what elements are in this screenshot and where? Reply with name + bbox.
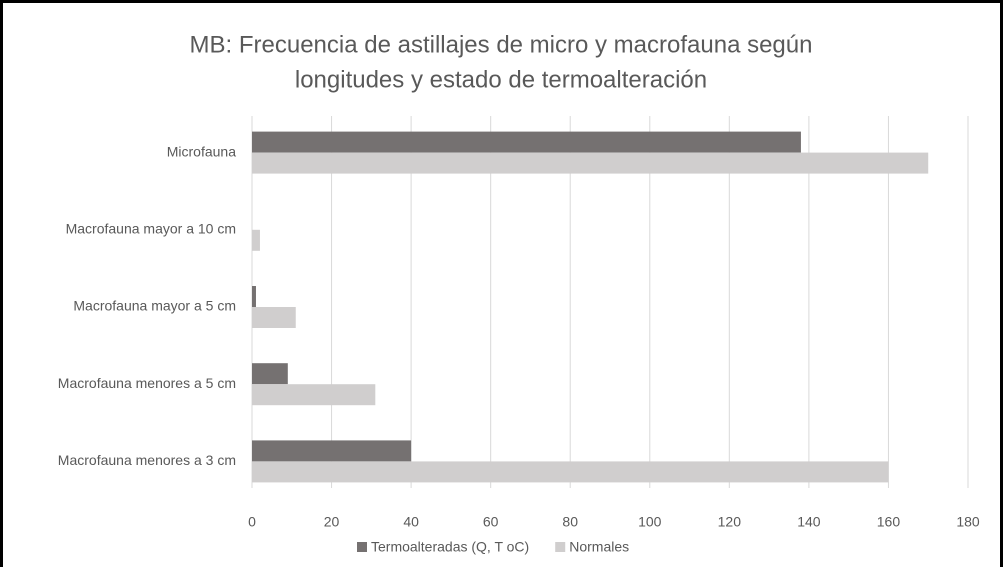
chart-title: MB: Frecuencia de astillajes de micro y …: [190, 31, 813, 58]
x-tick-label: 180: [956, 514, 980, 530]
bar: [252, 229, 260, 251]
y-tick-label: Macrofauna menores a 3 cm: [58, 452, 236, 468]
legend-label: Normales: [569, 539, 629, 555]
bar: [252, 363, 288, 385]
bar: [252, 440, 412, 462]
bar: [252, 131, 801, 153]
y-tick-label: Microfauna: [167, 143, 236, 159]
x-tick-label: 120: [718, 514, 742, 530]
x-tick-label: 140: [797, 514, 821, 530]
bar: [252, 286, 256, 307]
legend-swatch: [555, 542, 566, 552]
y-tick-label: Macrofauna mayor a 5 cm: [73, 298, 236, 314]
x-tick-label: 160: [877, 514, 901, 530]
bar: [252, 152, 929, 174]
x-tick-label: 80: [562, 514, 578, 530]
legend-swatch: [357, 542, 367, 552]
x-tick-label: 40: [403, 514, 419, 530]
x-tick-label: 60: [483, 514, 499, 530]
x-tick-label: 20: [324, 514, 340, 530]
y-tick-label: Macrofauna menores a 5 cm: [58, 375, 236, 391]
bar: [252, 307, 296, 328]
y-tick-label: Macrofauna mayor a 10 cm: [66, 221, 236, 237]
legend-label: Termoalteradas (Q, T oC): [371, 539, 529, 555]
x-tick-label: 100: [638, 514, 662, 530]
bar: [252, 461, 889, 483]
x-tick-label: 0: [248, 514, 256, 530]
chart-title: longitudes y estado de termoalteración: [295, 66, 707, 93]
bar: [252, 384, 376, 406]
